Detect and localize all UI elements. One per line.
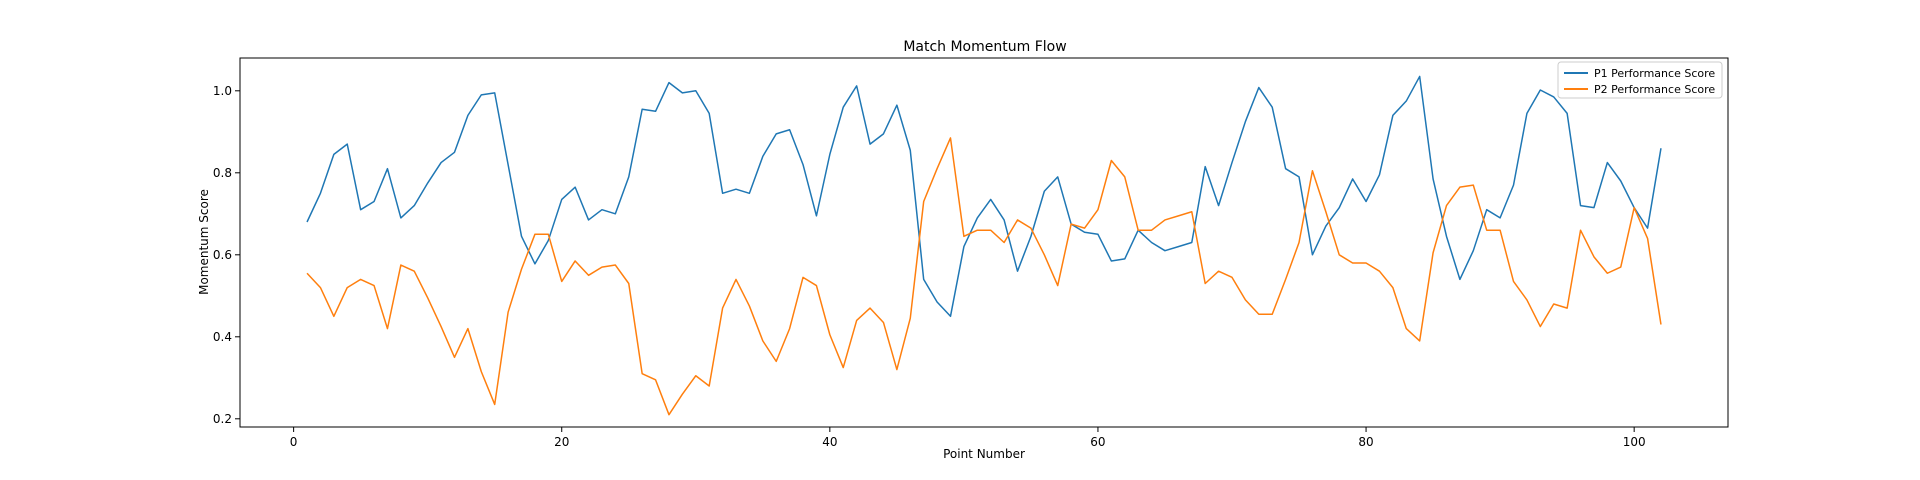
y-tick-label: 0.8 — [213, 166, 232, 180]
y-tick-label: 0.6 — [213, 248, 232, 262]
legend: P1 Performance Score P2 Performance Scor… — [1557, 61, 1723, 99]
x-axis-ticks: 0 20 40 60 80 100 — [290, 427, 1646, 449]
x-tick-label: 100 — [1623, 435, 1646, 449]
series-line-p2 — [306, 137, 1662, 416]
series-group — [306, 75, 1662, 416]
legend-label-p1: P1 Performance Score — [1594, 67, 1715, 80]
y-tick-label: 0.4 — [213, 330, 232, 344]
x-tick-label: 60 — [1090, 435, 1105, 449]
y-axis-ticks: 0.2 0.4 0.6 0.8 1.0 — [213, 84, 240, 426]
chart-title: Match Momentum Flow — [903, 39, 1066, 55]
legend-label-p2: P2 Performance Score — [1594, 83, 1715, 96]
x-tick-label: 80 — [1358, 435, 1373, 449]
series-line-p1 — [306, 75, 1662, 318]
x-tick-label: 0 — [290, 435, 298, 449]
plot-frame — [239, 57, 1729, 428]
y-tick-label: 0.2 — [213, 412, 232, 426]
x-axis-label: Point Number — [943, 447, 1025, 461]
x-tick-label: 20 — [554, 435, 569, 449]
x-tick-label: 40 — [822, 435, 837, 449]
legend-box — [1557, 61, 1723, 99]
y-axis-label: Momentum Score — [197, 189, 211, 295]
y-tick-label: 1.0 — [213, 84, 232, 98]
